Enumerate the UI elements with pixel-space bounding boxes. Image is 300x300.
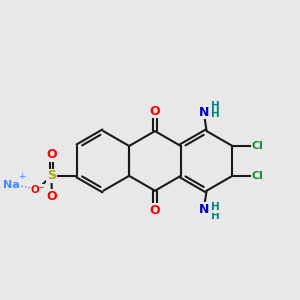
Text: Cl: Cl [251, 171, 263, 181]
Text: H: H [211, 110, 220, 119]
Text: S: S [47, 169, 56, 182]
Text: O: O [150, 204, 160, 217]
Text: N: N [199, 106, 209, 119]
Text: O: O [47, 190, 57, 203]
Text: N: N [199, 203, 209, 216]
Text: Na: Na [3, 180, 20, 190]
Text: O: O [150, 105, 160, 118]
Text: Cl: Cl [251, 141, 263, 151]
Text: H: H [211, 202, 220, 212]
Text: +: + [18, 172, 25, 181]
Text: H: H [211, 211, 220, 221]
Text: O: O [46, 148, 57, 161]
Text: H: H [211, 100, 220, 111]
Text: O⁻: O⁻ [30, 184, 45, 195]
